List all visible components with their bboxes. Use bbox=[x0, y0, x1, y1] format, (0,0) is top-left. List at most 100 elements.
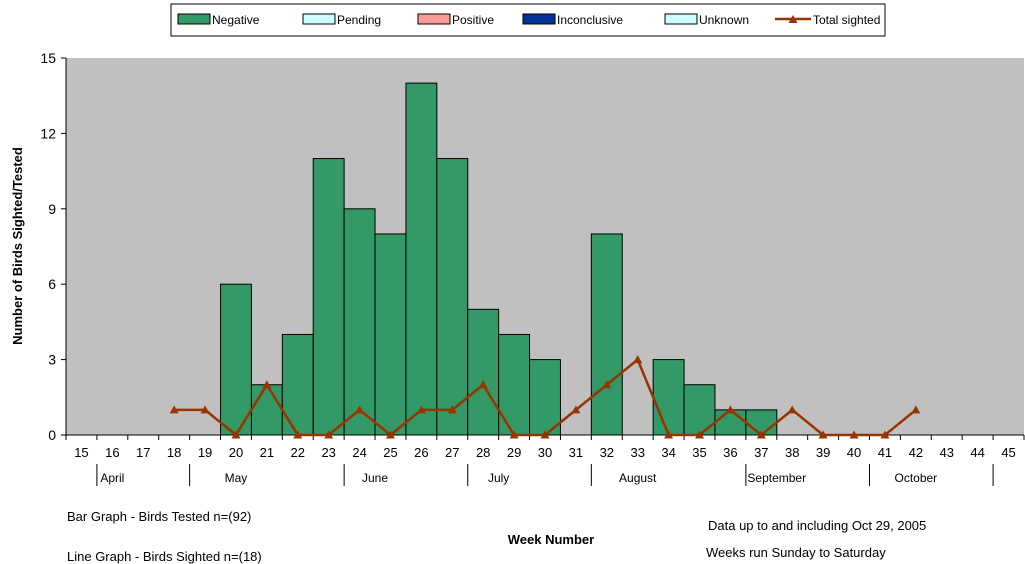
point-total-sighted-week-23 bbox=[324, 430, 334, 439]
bar-negative-week-28 bbox=[467, 308, 500, 436]
data-date-note: Data up to and including Oct 29, 2005 bbox=[708, 518, 926, 533]
point-total-sighted-week-41 bbox=[880, 430, 890, 439]
point-total-sighted-week-21 bbox=[262, 380, 272, 389]
x-tick-label-30: 30 bbox=[538, 445, 552, 460]
legend-swatch-positive bbox=[417, 13, 451, 25]
x-tick-label-23: 23 bbox=[321, 445, 335, 460]
point-total-sighted-week-28 bbox=[478, 380, 488, 389]
point-total-sighted-week-38 bbox=[787, 405, 797, 414]
legend: Negative Pending Positive Inconclusive Unkno… bbox=[170, 3, 886, 37]
month-label-august: August bbox=[619, 471, 657, 485]
x-tick-label-34: 34 bbox=[661, 445, 675, 460]
bar-negative-week-24 bbox=[343, 208, 376, 436]
y-tick-label-15: 15 bbox=[40, 50, 56, 66]
x-tick-label-33: 33 bbox=[630, 445, 644, 460]
month-label-september: September bbox=[747, 471, 806, 485]
point-total-sighted-week-40 bbox=[849, 430, 859, 439]
bar-negative-week-20 bbox=[220, 283, 252, 436]
x-tick-label-38: 38 bbox=[785, 445, 799, 460]
bar-negative-week-35 bbox=[683, 384, 716, 436]
point-total-sighted-week-18 bbox=[169, 405, 179, 414]
y-tick-label-0: 0 bbox=[48, 427, 56, 443]
bar-negative-week-32 bbox=[590, 233, 623, 436]
month-label-may: May bbox=[225, 471, 248, 485]
point-total-sighted-week-24 bbox=[355, 405, 365, 414]
x-tick-label-39: 39 bbox=[816, 445, 830, 460]
x-tick-label-21: 21 bbox=[260, 445, 274, 460]
x-tick-label-31: 31 bbox=[569, 445, 583, 460]
y-tick-label-9: 9 bbox=[48, 201, 56, 217]
month-label-june: June bbox=[362, 471, 388, 485]
bar-negative-week-34 bbox=[652, 359, 685, 436]
bar-negative-week-21 bbox=[250, 384, 283, 436]
month-label-october: October bbox=[894, 471, 937, 485]
x-tick-label-17: 17 bbox=[136, 445, 150, 460]
legend-label-negative: Negative bbox=[212, 13, 260, 27]
bar-negative-week-36 bbox=[714, 409, 747, 436]
point-total-sighted-week-37 bbox=[756, 430, 766, 439]
x-tick-label-15: 15 bbox=[74, 445, 88, 460]
bar-negative-week-26 bbox=[405, 82, 438, 436]
y-tick-label-3: 3 bbox=[48, 352, 56, 368]
x-tick-label-35: 35 bbox=[692, 445, 706, 460]
x-tick-label-28: 28 bbox=[476, 445, 490, 460]
month-label-april: April bbox=[100, 471, 124, 485]
bar-negative-week-29 bbox=[498, 333, 531, 436]
y-tick-label-12: 12 bbox=[40, 125, 56, 141]
x-tick-label-20: 20 bbox=[229, 445, 243, 460]
point-total-sighted-week-36 bbox=[725, 405, 735, 414]
x-tick-label-27: 27 bbox=[445, 445, 459, 460]
point-total-sighted-week-33 bbox=[633, 355, 643, 364]
x-tick-label-41: 41 bbox=[878, 445, 892, 460]
bar-negative-week-22 bbox=[281, 333, 314, 436]
point-total-sighted-week-27 bbox=[447, 405, 457, 414]
legend-label-positive: Positive bbox=[452, 13, 494, 27]
point-total-sighted-week-25 bbox=[385, 430, 395, 439]
x-tick-label-18: 18 bbox=[167, 445, 181, 460]
legend-label-pending: Pending bbox=[337, 13, 381, 27]
point-total-sighted-week-34 bbox=[664, 430, 674, 439]
line-graph-note: Line Graph - Birds Sighted n=(18) bbox=[67, 549, 262, 564]
point-total-sighted-week-26 bbox=[416, 405, 426, 414]
x-tick-label-36: 36 bbox=[723, 445, 737, 460]
x-tick-label-24: 24 bbox=[352, 445, 366, 460]
weeks-note: Weeks run Sunday to Saturday bbox=[706, 545, 886, 560]
legend-swatch-inconclusive bbox=[522, 13, 556, 25]
x-tick-label-43: 43 bbox=[940, 445, 954, 460]
point-total-sighted-week-29 bbox=[509, 430, 519, 439]
x-tick-label-45: 45 bbox=[1001, 445, 1015, 460]
x-tick-label-29: 29 bbox=[507, 445, 521, 460]
x-tick-label-37: 37 bbox=[754, 445, 768, 460]
legend-swatch-unknown bbox=[664, 13, 698, 25]
point-total-sighted-week-39 bbox=[818, 430, 828, 439]
point-total-sighted-week-42 bbox=[911, 405, 921, 414]
bar-negative-week-30 bbox=[529, 359, 561, 436]
x-tick-label-16: 16 bbox=[105, 445, 119, 460]
point-total-sighted-week-31 bbox=[571, 405, 581, 414]
x-tick-label-26: 26 bbox=[414, 445, 428, 460]
x-tick-label-44: 44 bbox=[970, 445, 984, 460]
x-tick-label-40: 40 bbox=[847, 445, 861, 460]
legend-label-inconclusive: Inconclusive bbox=[557, 13, 623, 27]
legend-label-unknown: Unknown bbox=[699, 13, 749, 27]
bar-graph-note: Bar Graph - Birds Tested n=(92) bbox=[67, 509, 251, 524]
bar-negative-week-23 bbox=[312, 158, 345, 436]
legend-swatch-pending bbox=[302, 13, 336, 25]
x-tick-label-32: 32 bbox=[600, 445, 614, 460]
point-total-sighted-week-20 bbox=[231, 430, 241, 439]
point-total-sighted-week-30 bbox=[540, 430, 550, 439]
y-tick-label-6: 6 bbox=[48, 276, 56, 292]
line-layer bbox=[169, 355, 921, 439]
x-tick-label-42: 42 bbox=[909, 445, 923, 460]
bar-negative-week-27 bbox=[436, 158, 469, 436]
x-tick-label-22: 22 bbox=[291, 445, 305, 460]
legend-marker-total-sighted bbox=[788, 15, 798, 23]
legend-swatch-negative bbox=[177, 13, 211, 25]
x-tick-label-19: 19 bbox=[198, 445, 212, 460]
point-total-sighted-week-35 bbox=[695, 430, 705, 439]
bar-negative-week-25 bbox=[374, 233, 407, 436]
x-tick-label-25: 25 bbox=[383, 445, 397, 460]
point-total-sighted-week-32 bbox=[602, 380, 612, 389]
